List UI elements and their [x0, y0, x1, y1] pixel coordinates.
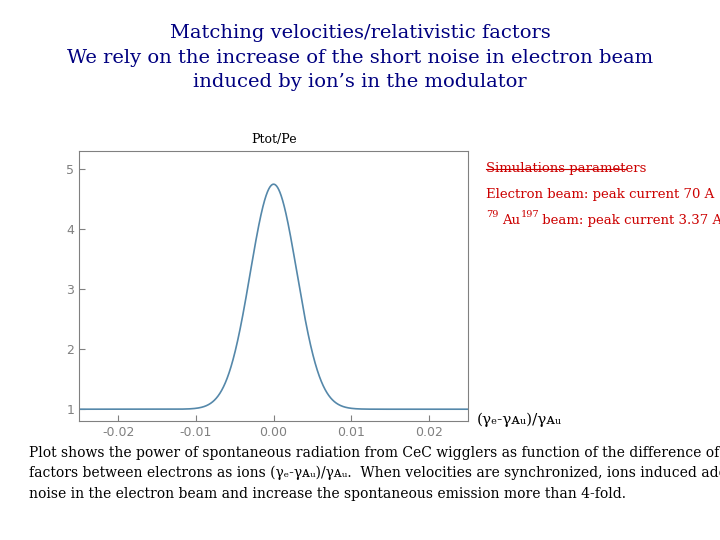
- Text: Matching velocities/relativistic factors: Matching velocities/relativistic factors: [170, 24, 550, 42]
- Text: Electron beam: peak current 70 A: Electron beam: peak current 70 A: [486, 188, 714, 201]
- Text: Ptot/Pe: Ptot/Pe: [251, 133, 297, 146]
- Text: noise in the electron beam and increase the spontaneous emission more than 4-fol: noise in the electron beam and increase …: [29, 487, 626, 501]
- Text: Simulations parameters: Simulations parameters: [486, 162, 647, 175]
- Text: 79: 79: [486, 210, 498, 219]
- Text: (γₑ-γᴀᵤ)/γᴀᵤ: (γₑ-γᴀᵤ)/γᴀᵤ: [477, 413, 562, 427]
- Text: 197: 197: [521, 210, 539, 219]
- Text: induced by ion’s in the modulator: induced by ion’s in the modulator: [193, 73, 527, 91]
- Text: Plot shows the power of spontaneous radiation from CeC wigglers as function of t: Plot shows the power of spontaneous radi…: [29, 446, 720, 460]
- Text: Au: Au: [502, 214, 520, 227]
- Text: factors between electrons as ions (γₑ-γᴀᵤ)/γᴀᵤ.  When velocities are synchronize: factors between electrons as ions (γₑ-γᴀ…: [29, 466, 720, 481]
- Text: beam: peak current 3.37 A: beam: peak current 3.37 A: [538, 214, 720, 227]
- Text: We rely on the increase of the short noise in electron beam: We rely on the increase of the short noi…: [67, 49, 653, 66]
